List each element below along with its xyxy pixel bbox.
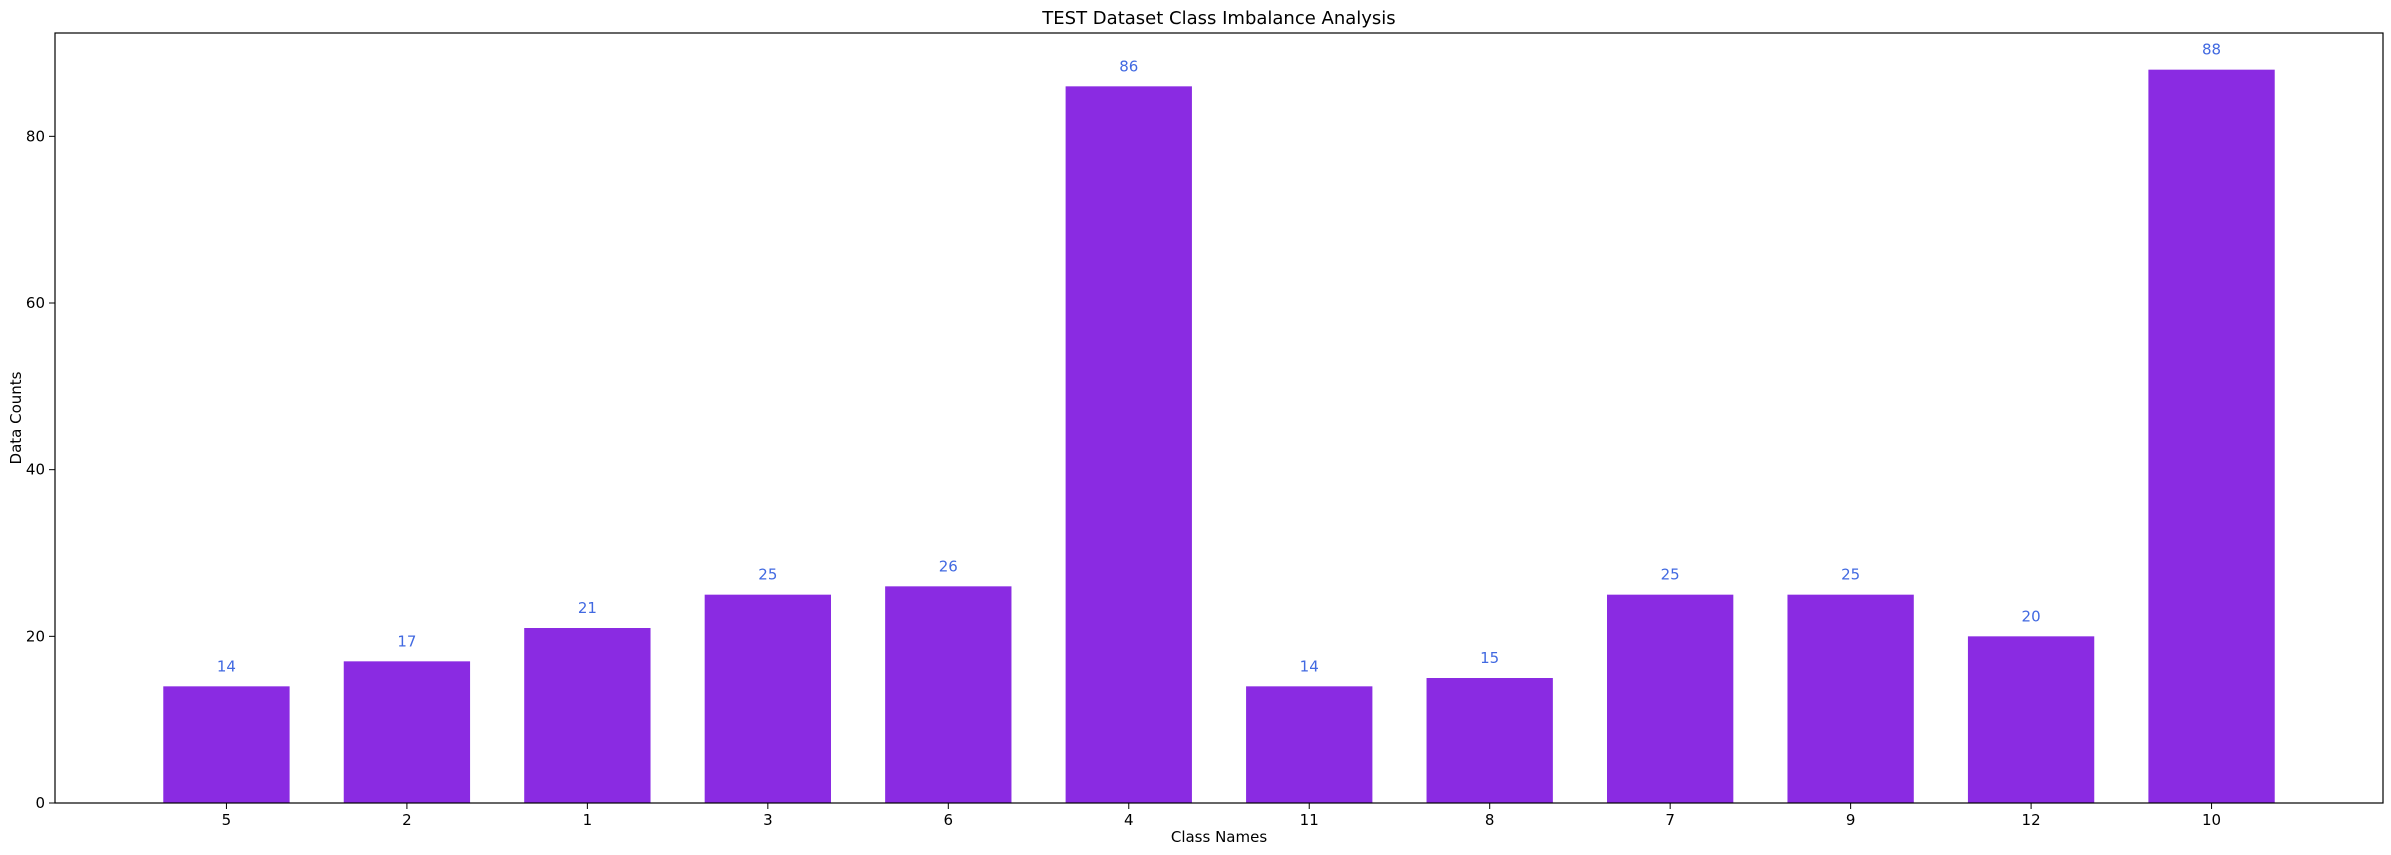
data-label-11: 14 <box>1300 657 1319 675</box>
x-tick-label: 12 <box>2022 811 2041 829</box>
x-tick-label: 7 <box>1665 811 1675 829</box>
x-tick-label: 9 <box>1846 811 1856 829</box>
x-tick-label: 3 <box>763 811 773 829</box>
data-label-7: 25 <box>1661 566 1680 584</box>
data-label-10: 88 <box>2202 41 2221 59</box>
bar-9 <box>1787 594 1914 803</box>
x-tick-label: 4 <box>1124 811 1134 829</box>
data-label-3: 25 <box>758 566 777 584</box>
x-tick-label: 6 <box>944 811 954 829</box>
x-tick-label: 11 <box>1300 811 1319 829</box>
plot-frame <box>54 32 2384 804</box>
data-label-9: 25 <box>1841 566 1860 584</box>
bar-1 <box>524 628 651 803</box>
bar-8 <box>1426 678 1553 803</box>
x-tick-label: 5 <box>222 811 232 829</box>
y-axis-ticks: 0 20 40 60 80 <box>26 127 55 812</box>
y-tick-label: 40 <box>26 461 45 479</box>
bar-10 <box>2148 69 2275 803</box>
bar-7 <box>1607 594 1734 803</box>
bar-2 <box>343 661 471 803</box>
x-tick-label: 8 <box>1485 811 1495 829</box>
chart-title: TEST Dataset Class Imbalance Analysis <box>1041 8 1395 29</box>
bars-layer <box>163 69 2275 804</box>
x-axis-title: Class Names <box>1171 828 1267 846</box>
bar-4 <box>1065 86 1192 804</box>
y-tick-label: 80 <box>26 127 45 145</box>
y-axis-title: Data Counts <box>7 371 25 464</box>
x-axis-ticks: 5 2 1 3 6 4 11 8 7 9 12 10 <box>222 803 2221 829</box>
data-label-12: 20 <box>2022 607 2041 625</box>
y-tick-label: 60 <box>26 294 45 312</box>
x-tick-label: 1 <box>583 811 593 829</box>
bar-6 <box>885 586 1012 803</box>
x-tick-label: 2 <box>402 811 412 829</box>
bar-12 <box>1967 636 2095 803</box>
bar-11 <box>1246 686 1373 803</box>
bar-5 <box>163 686 290 803</box>
x-tick-label: 10 <box>2202 811 2221 829</box>
data-label-5: 14 <box>217 657 236 675</box>
y-tick-label: 20 <box>26 627 45 645</box>
data-label-1: 21 <box>578 599 597 617</box>
data-labels-layer: 14 17 21 25 26 86 14 15 25 25 20 88 <box>217 41 2221 676</box>
data-label-4: 86 <box>1119 57 1138 75</box>
data-label-2: 17 <box>397 632 416 650</box>
data-label-8: 15 <box>1480 649 1499 667</box>
bar-3 <box>704 594 831 803</box>
data-label-6: 26 <box>939 557 958 575</box>
y-tick-label: 0 <box>35 794 45 812</box>
